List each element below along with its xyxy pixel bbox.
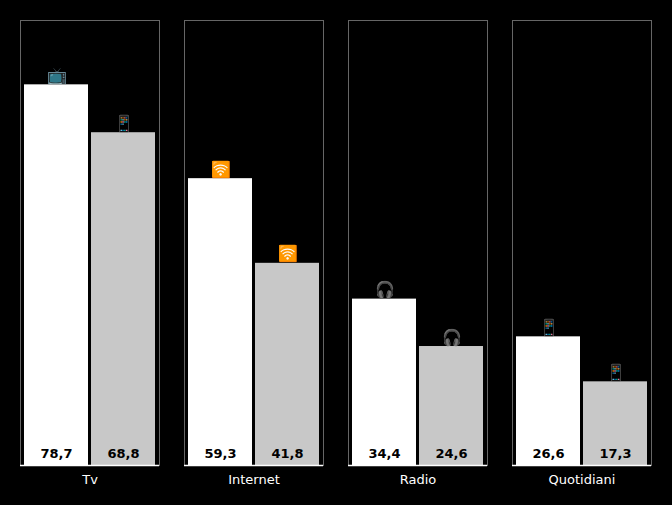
svg-text:68,8: 68,8 bbox=[107, 446, 139, 461]
svg-text:59,3: 59,3 bbox=[204, 446, 236, 461]
svg-text:🛜: 🛜 bbox=[211, 160, 231, 179]
svg-text:78,7: 78,7 bbox=[40, 446, 72, 461]
svg-text:📱: 📱 bbox=[606, 363, 626, 382]
svg-text:Radio: Radio bbox=[400, 472, 437, 487]
svg-text:🎧: 🎧 bbox=[375, 280, 395, 299]
svg-text:26,6: 26,6 bbox=[532, 446, 564, 461]
svg-text:17,3: 17,3 bbox=[599, 446, 631, 461]
svg-text:🎧: 🎧 bbox=[442, 328, 462, 347]
svg-text:📱: 📱 bbox=[114, 114, 134, 133]
svg-text:34,4: 34,4 bbox=[368, 446, 400, 461]
svg-text:📱: 📱 bbox=[539, 318, 559, 337]
svg-text:Tv: Tv bbox=[81, 472, 98, 487]
svg-text:📺: 📺 bbox=[47, 66, 67, 85]
svg-text:Internet: Internet bbox=[228, 472, 280, 487]
svg-text:🛜: 🛜 bbox=[278, 244, 298, 263]
svg-text:41,8: 41,8 bbox=[271, 446, 303, 461]
svg-text:Quotidiani: Quotidiani bbox=[549, 472, 616, 487]
svg-text:24,6: 24,6 bbox=[435, 446, 467, 461]
